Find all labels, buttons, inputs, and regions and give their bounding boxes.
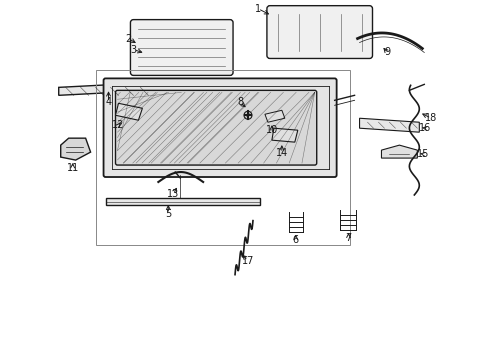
Text: 7: 7 [345,233,351,243]
Text: 1: 1 [254,4,261,14]
Polygon shape [105,198,260,205]
Text: 12: 12 [112,120,124,130]
Polygon shape [381,145,416,158]
Text: 8: 8 [237,97,243,107]
Bar [95,71,349,245]
Text: 6: 6 [292,235,298,245]
Text: 18: 18 [424,113,436,123]
Polygon shape [264,110,285,122]
Polygon shape [61,138,90,160]
Text: 2: 2 [125,33,131,44]
Text: 9: 9 [384,48,390,58]
FancyBboxPatch shape [115,90,316,165]
FancyBboxPatch shape [130,20,233,75]
Text: 16: 16 [418,123,430,133]
Polygon shape [115,103,142,120]
Text: 5: 5 [165,209,171,219]
Polygon shape [59,82,155,95]
Polygon shape [271,128,297,142]
Text: 4: 4 [105,97,111,107]
FancyBboxPatch shape [266,6,372,58]
Text: 13: 13 [167,189,179,199]
Text: 14: 14 [275,148,287,158]
FancyBboxPatch shape [103,78,336,177]
Text: 3: 3 [130,45,136,54]
Text: 10: 10 [265,125,278,135]
Polygon shape [359,118,419,132]
Text: 15: 15 [416,149,428,159]
Text: 11: 11 [66,163,79,173]
Text: 17: 17 [241,256,254,266]
